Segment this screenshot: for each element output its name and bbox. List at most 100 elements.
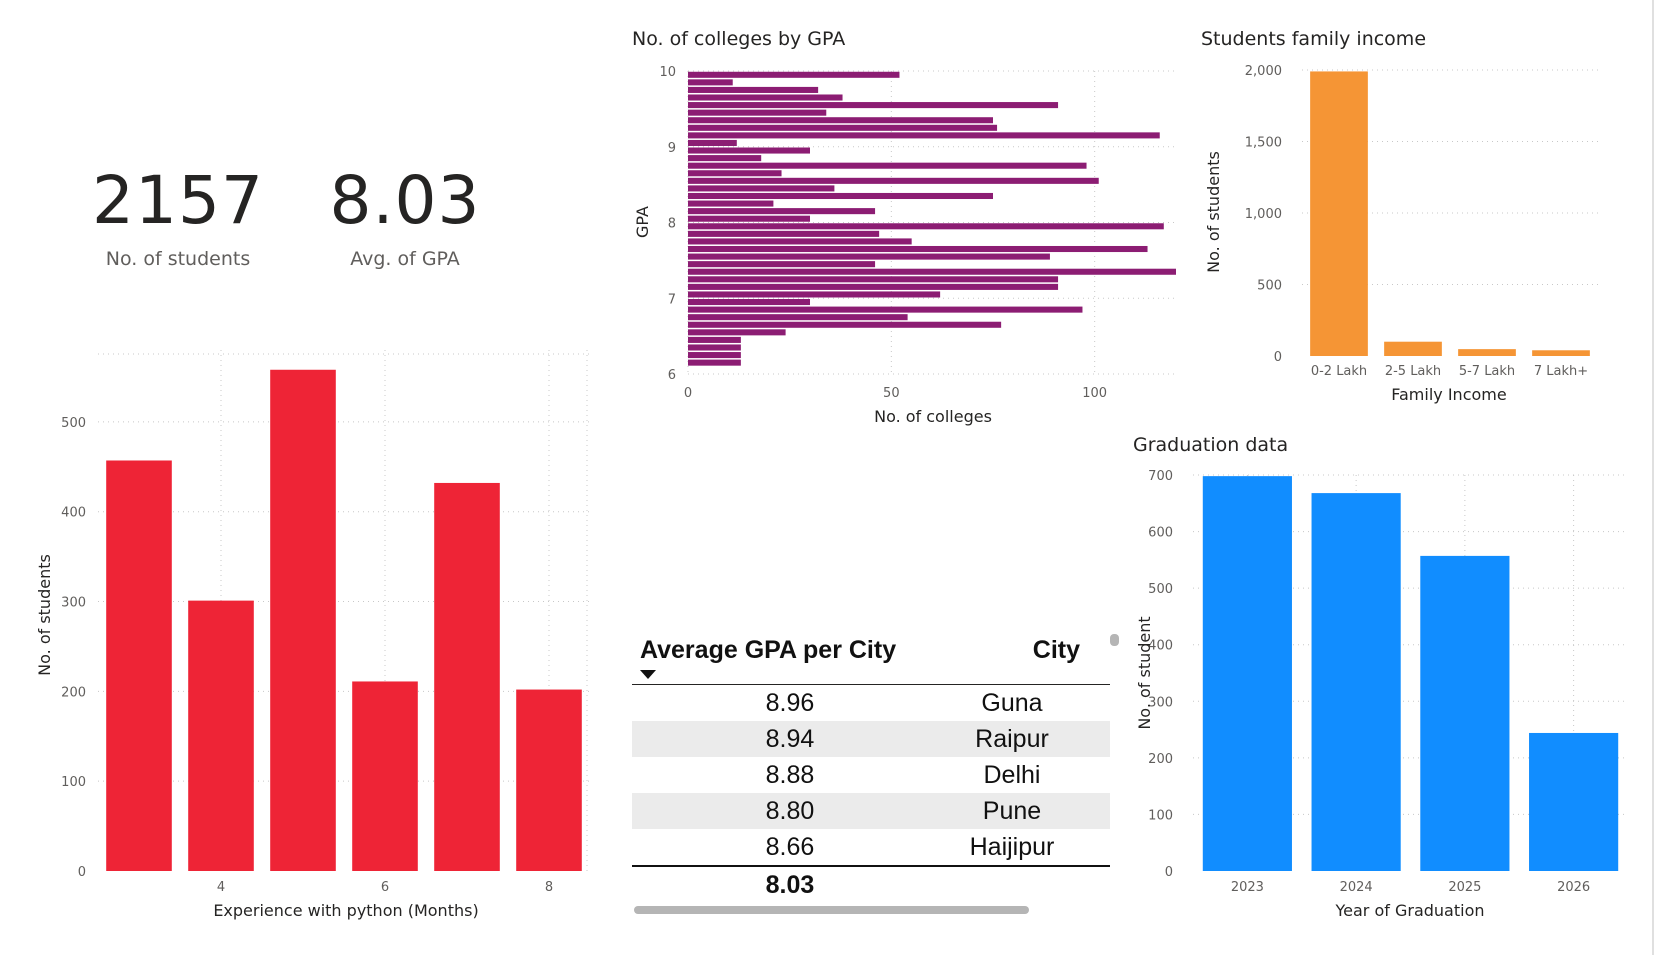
colleges-bar	[688, 102, 1059, 109]
income-chart-title: Students family income	[1201, 28, 1427, 50]
colleges-bar	[688, 208, 876, 215]
python-x-tick-label: 6	[381, 880, 389, 895]
colleges-x-axis-label: No. of colleges	[874, 407, 992, 426]
python-bar	[270, 369, 336, 871]
income-bar	[1384, 341, 1442, 356]
colleges-bar	[688, 200, 774, 207]
colleges-bar	[688, 86, 819, 93]
colleges-bar	[688, 155, 762, 162]
income-x-tick-label: 2-5 Lakh	[1385, 364, 1441, 379]
graduation-y-tick-label: 100	[1148, 808, 1173, 823]
colleges-y-tick-label: 6	[668, 368, 676, 383]
table-header: Average GPA per City City	[632, 628, 1110, 685]
kpi-students: 2157 No. of students	[78, 162, 278, 271]
python-bar	[188, 600, 254, 871]
python-y-tick-label: 400	[61, 506, 86, 521]
cell-city: Haijipur	[969, 833, 1055, 861]
python-y-tick-label: 200	[61, 685, 86, 700]
sort-descending-icon[interactable]	[640, 670, 656, 679]
colleges-bar	[688, 185, 835, 192]
cell-gpa: 8.94	[765, 725, 815, 753]
colleges-bar	[688, 329, 786, 336]
table-row: 8.94 Raipur	[632, 721, 1110, 757]
graduation-y-axis-label: No. of student	[1135, 616, 1154, 729]
income-y-tick-label: 500	[1257, 279, 1282, 294]
graduation-y-tick-label: 700	[1148, 469, 1173, 484]
graduation-y-tick-label: 300	[1148, 695, 1173, 710]
graduation-y-tick-label: 600	[1148, 526, 1173, 541]
graduation-chart: 0 100 200 300 400 500 600 700 2023 2024 2025 2026 Y…	[1135, 469, 1628, 920]
colleges-x-tick-label: 0	[684, 386, 692, 401]
python-x-axis-label: Experience with python (Months)	[213, 901, 478, 920]
income-bar	[1310, 71, 1368, 357]
table-vertical-scrollbar[interactable]	[1110, 634, 1119, 646]
colleges-bar	[688, 147, 810, 154]
cell-city: Delhi	[983, 761, 1041, 789]
colleges-bar	[688, 336, 741, 343]
colleges-bar	[688, 352, 741, 359]
colleges-bar	[688, 192, 993, 200]
table-row: 8.96 Guna	[632, 685, 1110, 721]
kpi-gpa-value: 8.03	[329, 162, 481, 239]
cell-gpa: 8.80	[765, 797, 815, 825]
colleges-bar	[688, 245, 1148, 253]
graduation-y-tick-label: 0	[1165, 865, 1173, 880]
colleges-bar	[688, 170, 782, 177]
python-y-tick-label: 300	[61, 596, 86, 611]
colleges-bar	[688, 344, 741, 351]
colleges-bar	[688, 215, 810, 222]
gpa-per-city-table: Average GPA per City City 8.96 Guna 8.94…	[632, 628, 1110, 905]
python-y-tick-label: 100	[61, 775, 86, 790]
graduation-y-tick-label: 200	[1148, 752, 1173, 767]
colleges-bar	[688, 94, 843, 101]
income-x-axis-label: Family Income	[1391, 385, 1506, 404]
colleges-bar	[688, 321, 1002, 328]
graduation-x-tick-label: 2023	[1231, 880, 1264, 895]
python-y-tick-label: 0	[78, 865, 86, 880]
colleges-chart-title: No. of colleges by GPA	[632, 28, 846, 50]
table-horizontal-scrollbar[interactable]	[634, 906, 1029, 914]
python-bar	[516, 689, 582, 871]
python-y-axis-label: No. of students	[35, 554, 54, 676]
cell-city: Pune	[982, 797, 1042, 825]
column-header-avg-gpa[interactable]: Average GPA per City	[640, 636, 897, 664]
cell-gpa: 8.88	[765, 761, 815, 789]
colleges-bar	[688, 238, 912, 245]
colleges-y-tick-label: 8	[668, 217, 676, 232]
colleges-bar	[688, 132, 1160, 139]
cell-total-gpa: 8.03	[765, 871, 815, 899]
colleges-x-tick-label: 100	[1082, 386, 1107, 401]
colleges-bar	[688, 230, 880, 237]
cell-gpa: 8.66	[765, 833, 815, 861]
colleges-x-tick-label: 50	[883, 386, 900, 401]
cell-city: Raipur	[975, 725, 1049, 753]
colleges-bar	[688, 124, 998, 131]
kpi-students-label: No. of students	[105, 248, 251, 270]
income-x-tick-label: 7 Lakh+	[1534, 364, 1588, 379]
graduation-bar	[1311, 493, 1401, 871]
graduation-x-tick-label: 2025	[1448, 880, 1481, 895]
income-y-tick-label: 1,000	[1245, 207, 1282, 222]
income-x-tick-label: 0-2 Lakh	[1311, 364, 1367, 379]
colleges-bar	[688, 306, 1083, 313]
graduation-x-tick-label: 2026	[1557, 880, 1590, 895]
income-y-tick-label: 0	[1274, 350, 1282, 365]
colleges-y-tick-label: 10	[659, 65, 676, 80]
kpi-students-value: 2157	[92, 162, 264, 239]
python-x-tick-label: 4	[217, 880, 225, 895]
column-header-city[interactable]: City	[1032, 636, 1080, 664]
python-y-tick-label: 500	[61, 416, 86, 431]
colleges-bar	[688, 253, 1050, 260]
income-y-axis-label: No. of students	[1204, 151, 1223, 273]
colleges-bar	[688, 117, 993, 124]
colleges-bar	[688, 223, 1164, 230]
graduation-bar	[1202, 476, 1292, 871]
income-x-tick-label: 5-7 Lakh	[1459, 364, 1515, 379]
colleges-bar	[688, 109, 827, 116]
colleges-bar	[688, 291, 941, 298]
graduation-bar	[1420, 555, 1510, 871]
colleges-y-tick-label: 7	[668, 292, 676, 307]
colleges-bar	[688, 139, 737, 146]
